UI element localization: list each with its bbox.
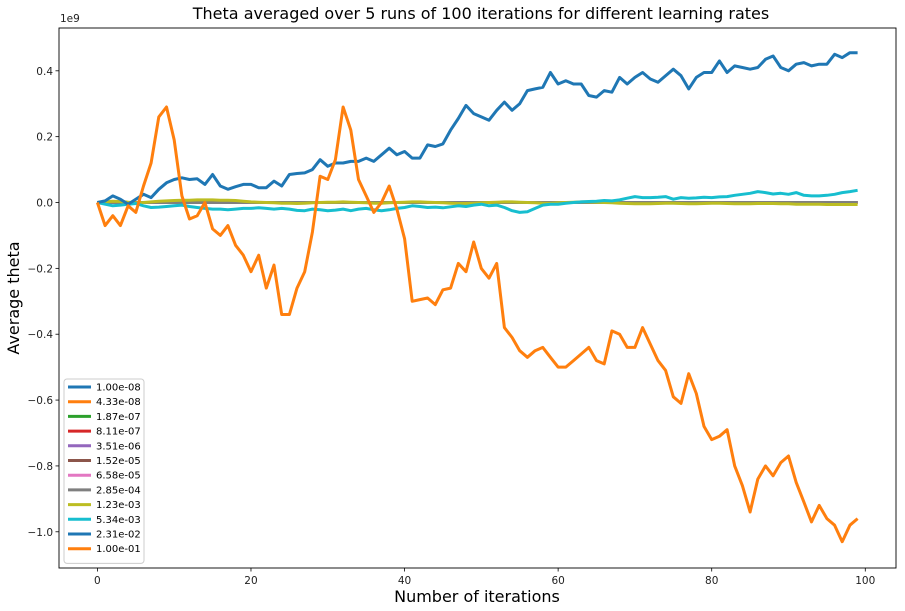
y-tick-label: 0.0 bbox=[36, 198, 53, 210]
legend-label: 6.58e-05 bbox=[96, 471, 141, 482]
legend-label: 3.51e-06 bbox=[96, 441, 141, 452]
legend-label: 1.00e-08 bbox=[96, 383, 141, 394]
legend: 1.00e-08 4.33e-08 1.87e-07 8.11e-07 3.51e-06… bbox=[63, 378, 145, 564]
y-tick-label: −0.6 bbox=[28, 395, 54, 407]
legend-label: 1.87e-07 bbox=[96, 412, 141, 423]
x-tick-label: 80 bbox=[705, 575, 718, 587]
x-axis-label: Number of iterations bbox=[394, 587, 560, 606]
legend-label: 2.31e-02 bbox=[96, 530, 141, 541]
series-line-9 bbox=[97, 188, 858, 214]
series-line-8 bbox=[97, 198, 858, 206]
x-tick-label: 100 bbox=[855, 575, 875, 587]
y-axis: −1.0 −0.8 −0.6 −0.4 −0.2 0.0 0.2 0.4 bbox=[28, 66, 59, 539]
y-tick-label: −0.4 bbox=[28, 329, 54, 341]
series-line-11 bbox=[95, 105, 859, 544]
y-axis-label: Average theta bbox=[4, 241, 23, 354]
x-tick-label: 20 bbox=[244, 575, 257, 587]
legend-label: 1.52e-05 bbox=[96, 456, 141, 467]
y-tick-label: −0.8 bbox=[28, 461, 54, 473]
x-tick-label: 60 bbox=[551, 575, 564, 587]
series-layer bbox=[95, 51, 859, 544]
legend-label: 1.00e-01 bbox=[96, 544, 141, 555]
chart-title: Theta averaged over 5 runs of 100 iterat… bbox=[192, 4, 769, 23]
x-axis: 0 20 40 60 80 100 bbox=[94, 568, 875, 587]
legend-label: 5.34e-03 bbox=[96, 515, 141, 526]
legend-label: 2.85e-04 bbox=[96, 485, 141, 496]
legend-box bbox=[63, 378, 145, 564]
y-tick-label: 0.2 bbox=[36, 132, 53, 144]
legend-label: 4.33e-08 bbox=[96, 397, 141, 408]
legend-label: 8.11e-07 bbox=[96, 427, 141, 438]
y-tick-label: −0.2 bbox=[28, 263, 54, 275]
y-tick-label: −1.0 bbox=[28, 527, 54, 539]
series-line-10 bbox=[97, 51, 858, 206]
x-tick-label: 0 bbox=[94, 575, 101, 587]
x-tick-label: 40 bbox=[398, 575, 411, 587]
plot-frame bbox=[58, 27, 897, 569]
legend-label: 1.23e-03 bbox=[96, 500, 141, 511]
y-scale-label: 1e9 bbox=[60, 13, 80, 25]
y-tick-label: 0.4 bbox=[36, 66, 53, 78]
